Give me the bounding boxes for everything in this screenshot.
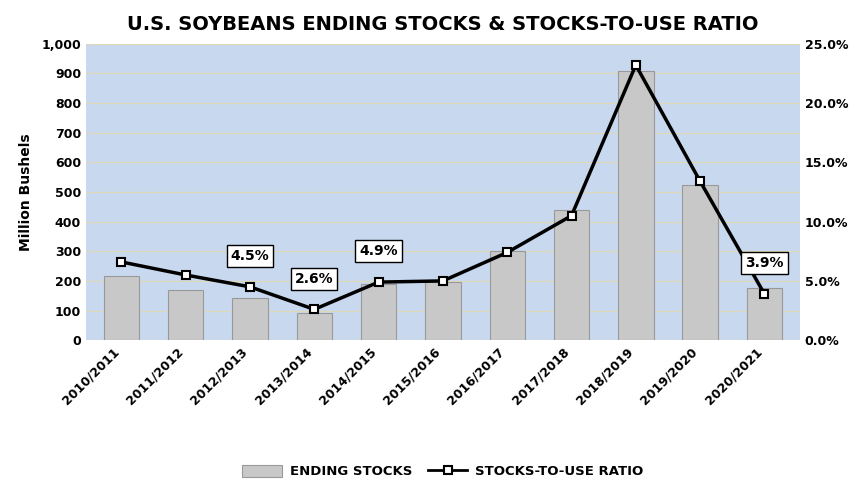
Text: 3.9%: 3.9% — [745, 256, 783, 270]
Title: U.S. SOYBEANS ENDING STOCKS & STOCKS-TO-USE RATIO: U.S. SOYBEANS ENDING STOCKS & STOCKS-TO-… — [127, 15, 759, 34]
Bar — [425, 282, 461, 340]
Bar — [297, 313, 332, 340]
Legend: ENDING STOCKS, STOCKS-TO-USE RATIO: ENDING STOCKS, STOCKS-TO-USE RATIO — [237, 459, 649, 484]
Bar — [746, 288, 782, 340]
Y-axis label: Million Bushels: Million Bushels — [19, 133, 33, 251]
Bar — [232, 298, 267, 340]
Bar — [683, 185, 718, 340]
Bar — [168, 290, 203, 340]
Text: 4.9%: 4.9% — [359, 244, 398, 259]
Text: 4.5%: 4.5% — [230, 249, 269, 263]
Bar — [618, 71, 654, 340]
Text: 2.6%: 2.6% — [295, 272, 334, 286]
Bar — [104, 277, 139, 340]
Bar — [489, 251, 525, 340]
Bar — [361, 283, 396, 340]
Bar — [554, 210, 589, 340]
